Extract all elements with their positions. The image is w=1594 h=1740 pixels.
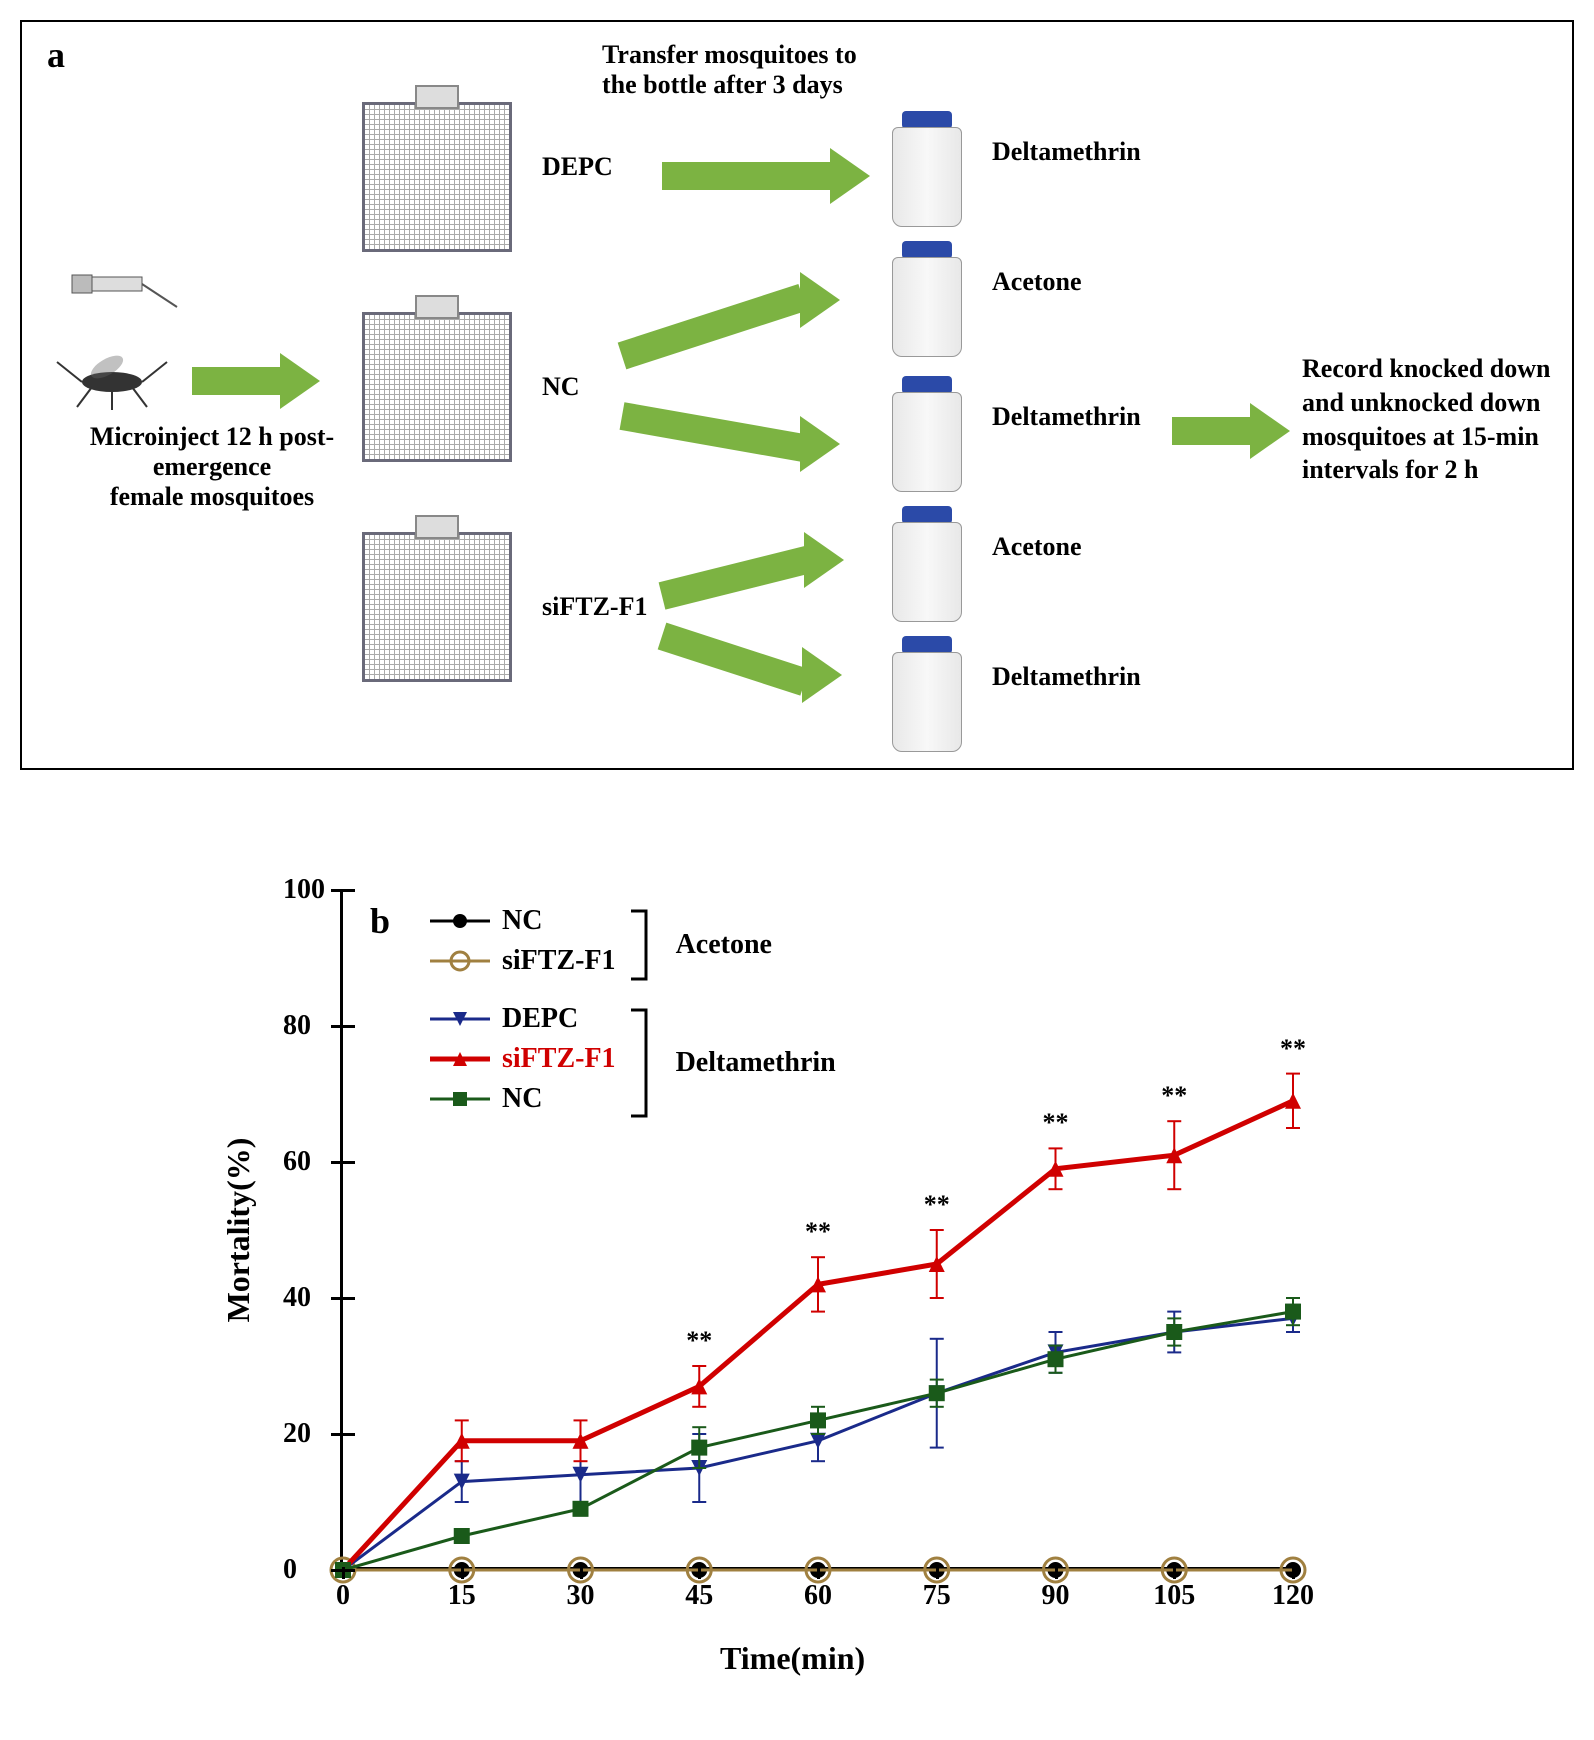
x-tick-label: 30 xyxy=(567,1580,595,1612)
bottle-label-5: Deltamethrin xyxy=(992,662,1141,692)
legend-group-label: Acetone xyxy=(676,929,772,961)
legend-item: DEPC xyxy=(430,1003,616,1035)
bottle-label-4: Acetone xyxy=(992,532,1082,562)
x-tick-label: 75 xyxy=(923,1580,951,1612)
panel-b-chart: b 0204060801000153045607590105120*******… xyxy=(200,850,1400,1700)
y-tick-label: 40 xyxy=(283,1282,311,1314)
bottle-4 xyxy=(892,502,962,622)
arrow-head-icon xyxy=(1250,403,1290,459)
mosquito-icon xyxy=(52,332,172,412)
inject-text: Microinject 12 h post-emergence female m… xyxy=(32,422,392,512)
bottle-label-2: Acetone xyxy=(992,267,1082,297)
transfer-text: Transfer mosquitoes to the bottle after … xyxy=(602,40,857,100)
cage-label-nc: NC xyxy=(542,372,580,402)
y-tick-label: 60 xyxy=(283,1146,311,1178)
y-axis-label: Mortality(%) xyxy=(220,1138,257,1323)
significance-marker: ** xyxy=(805,1217,831,1247)
arrow-icon xyxy=(618,284,807,369)
arrow-icon xyxy=(658,623,809,696)
x-tick-label: 45 xyxy=(685,1580,713,1612)
bottle-3 xyxy=(892,372,962,492)
legend-item: NC xyxy=(430,1083,616,1115)
syringe-icon xyxy=(62,267,182,327)
cage-depc xyxy=(362,102,532,272)
arrow-icon xyxy=(1172,417,1252,445)
bottle-label-3: Deltamethrin xyxy=(992,402,1141,432)
cage-label-depc: DEPC xyxy=(542,152,613,182)
bottle-1 xyxy=(892,107,962,227)
arrow-head-icon xyxy=(800,416,840,472)
arrow-icon xyxy=(192,367,282,395)
arrow-head-icon xyxy=(830,148,870,204)
legend-label: NC xyxy=(502,905,542,937)
significance-marker: ** xyxy=(1161,1081,1187,1111)
bottle-label-1: Deltamethrin xyxy=(992,137,1141,167)
legend-label: siFTZ-F1 xyxy=(502,945,616,977)
significance-marker: ** xyxy=(1280,1034,1306,1064)
x-tick-label: 105 xyxy=(1153,1580,1195,1612)
bottle-2 xyxy=(892,237,962,357)
legend-label: NC xyxy=(502,1083,542,1115)
x-tick-label: 0 xyxy=(336,1580,350,1612)
x-tick-label: 120 xyxy=(1272,1580,1314,1612)
legend-label: DEPC xyxy=(502,1003,578,1035)
significance-marker: ** xyxy=(924,1190,950,1220)
cage-nc xyxy=(362,312,532,482)
arrow-head-icon xyxy=(804,532,844,588)
legend-item: siFTZ-F1 xyxy=(430,1043,616,1075)
significance-marker: ** xyxy=(1043,1108,1069,1138)
legend-label: siFTZ-F1 xyxy=(502,1043,616,1075)
record-text: Record knocked down and unknocked down m… xyxy=(1302,352,1562,487)
arrow-head-icon xyxy=(800,272,840,328)
y-tick-label: 100 xyxy=(283,874,325,906)
panel-a-label: a xyxy=(47,34,65,76)
x-tick-label: 15 xyxy=(448,1580,476,1612)
arrow-icon xyxy=(659,546,811,609)
legend-group-label: Deltamethrin xyxy=(676,1047,836,1079)
x-axis-label: Time(min) xyxy=(720,1640,865,1677)
arrow-head-icon xyxy=(280,353,320,409)
cage-label-siftz: siFTZ-F1 xyxy=(542,592,647,622)
y-tick-label: 0 xyxy=(283,1554,297,1586)
cage-siftz xyxy=(362,532,532,702)
legend-item: siFTZ-F1 xyxy=(430,945,616,977)
legend-item: NC xyxy=(430,905,616,937)
y-tick-label: 80 xyxy=(283,1010,311,1042)
chart-legend: NC siFTZ-F1 Acetone DEPC siFTZ-F1 NC Deltamet… xyxy=(430,905,836,1123)
x-tick-label: 60 xyxy=(804,1580,832,1612)
bottle-5 xyxy=(892,632,962,752)
panel-a-diagram: a Transfer mosquitoes to the bottle afte… xyxy=(20,20,1574,770)
arrow-icon xyxy=(662,162,832,190)
arrow-head-icon xyxy=(802,647,842,703)
y-tick-label: 20 xyxy=(283,1418,311,1450)
arrow-icon xyxy=(620,402,812,463)
x-tick-label: 90 xyxy=(1042,1580,1070,1612)
significance-marker: ** xyxy=(686,1326,712,1356)
